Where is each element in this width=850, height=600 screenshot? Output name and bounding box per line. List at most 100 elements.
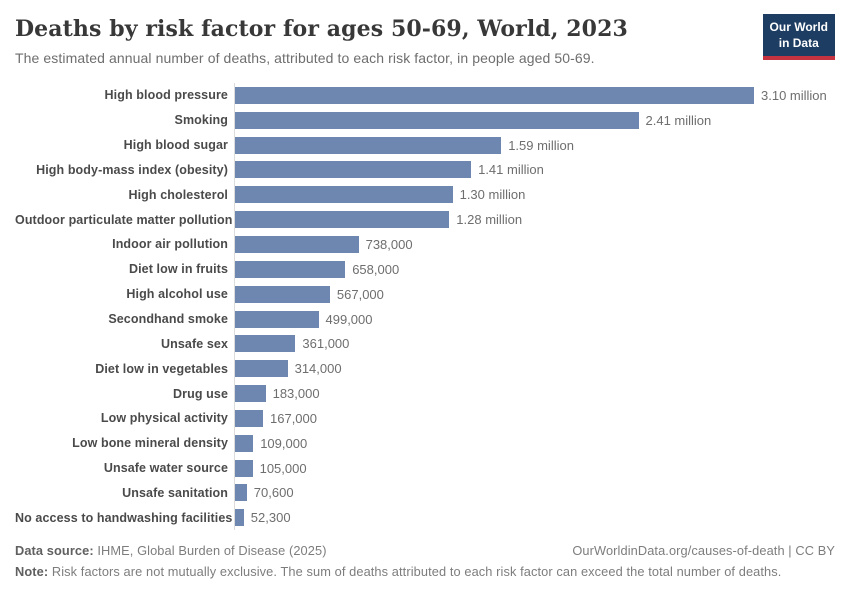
bar-area: 567,000 [234,281,835,307]
bar[interactable] [235,186,453,204]
bar-row: Diet low in vegetables 314,000 [15,356,835,382]
bar-area: 361,000 [234,331,835,357]
value-label: 167,000 [270,410,317,426]
value-label: 1.59 million [508,137,574,153]
bar-row: High cholesterol 1.30 million [15,182,835,208]
bar[interactable] [235,484,247,502]
bar-area: 167,000 [234,405,835,431]
bar[interactable] [235,235,359,253]
bar[interactable] [235,385,266,403]
category-label: Unsafe water source [103,461,228,476]
bar-area: 109,000 [234,430,835,456]
bar[interactable] [235,459,253,477]
category-label: Low physical activity [100,411,228,426]
bar-area: 70,600 [234,480,835,506]
bar[interactable] [235,285,330,303]
bar[interactable] [235,136,502,154]
bar-row: High blood pressure 3.10 million [15,83,835,108]
value-label: 70,600 [253,485,294,501]
chart-subtitle: The estimated annual number of deaths, a… [15,50,595,66]
value-label: 567,000 [336,286,384,302]
data-source-label: Data source: [15,543,94,559]
value-label: 1.41 million [478,162,544,178]
category-label: High body-mass index (obesity) [36,162,228,177]
category-label: Smoking [174,113,228,128]
bar-row: Low physical activity 167,000 [15,405,835,431]
category-label: Diet low in vegetables [95,361,228,376]
data-source-text: IHME, Global Burden of Disease (2025) [93,543,327,559]
value-label: 1.30 million [459,187,526,203]
value-label: 183,000 [272,386,320,402]
bar-row: Indoor air pollution 738,000 [15,232,835,257]
bar[interactable] [235,434,254,452]
bar-row: Unsafe sex 361,000 [15,331,835,357]
bar-chart: High blood pressure 3.10 million Smoking… [15,83,835,531]
bar[interactable] [235,360,288,378]
footer-top-line: Data source: IHME, Global Burden of Dise… [15,543,835,558]
bar-row: Smoking 2.41 million [15,107,835,133]
category-label: High cholesterol [128,187,228,202]
bar-row: Diet low in fruits 658,000 [15,256,835,282]
bar-area: 738,000 [234,232,835,257]
category-label: High blood pressure [104,88,228,103]
bar[interactable] [235,211,450,229]
bar[interactable] [235,509,244,527]
bar-row: Unsafe sanitation 70,600 [15,480,835,506]
category-label: Outdoor particulate matter pollution [15,212,233,227]
value-label: 658,000 [352,261,400,277]
chart-footer: Data source: IHME, Global Burden of Dise… [15,543,835,579]
bar-area: 1.28 million [234,207,835,233]
note-label: Note: [15,564,49,580]
value-label: 109,000 [260,435,308,451]
bar[interactable] [235,260,346,278]
bar-row: High alcohol use 567,000 [15,281,835,307]
bar-area: 658,000 [234,256,835,282]
bar-area: 2.41 million [234,107,835,133]
header-text: Deaths by risk factor for ages 50-69, Wo… [15,12,628,66]
bar[interactable] [235,310,319,328]
category-label: Unsafe sanitation [122,485,228,500]
chart-title: Deaths by risk factor for ages 50-69, Wo… [15,16,628,42]
attribution: OurWorldinData.org/causes-of-death | CC … [572,543,835,559]
value-label: 52,300 [250,510,291,526]
owid-logo-line1: Our World [769,20,828,34]
value-label: 105,000 [259,460,307,476]
bar-area: 1.41 million [234,157,835,183]
bar[interactable] [235,161,472,179]
bar-row: No access to handwashing facilities 52,3… [15,505,835,531]
bar-area: 3.10 million [234,83,835,108]
bar-row: High blood sugar 1.59 million [15,132,835,158]
note-text: Risk factors are not mutually exclusive.… [48,564,782,580]
note: Note: Risk factors are not mutually excl… [15,564,835,579]
bar-area: 1.59 million [234,132,835,158]
bar-row: Low bone mineral density 109,000 [15,430,835,456]
category-label: Secondhand smoke [108,312,228,327]
bar-row: Unsafe water source 105,000 [15,455,835,481]
bar-row: Outdoor particulate matter pollution 1.2… [15,207,835,233]
bar[interactable] [235,86,754,104]
bar[interactable] [235,335,296,353]
value-label: 1.28 million [456,212,523,228]
category-label: Diet low in fruits [128,262,228,277]
bar-area: 1.30 million [234,182,835,208]
category-label: High blood sugar [123,138,228,153]
value-label: 499,000 [325,311,373,327]
owid-logo-line2: in Data [778,35,819,50]
bar-area: 105,000 [234,455,835,481]
value-label: 3.10 million [761,87,827,103]
category-label: Indoor air pollution [112,237,228,252]
value-label: 2.41 million [645,112,712,128]
value-label: 314,000 [294,361,342,377]
bar-area: 314,000 [234,356,835,382]
bar-row: High body-mass index (obesity) 1.41 mill… [15,157,835,183]
bar[interactable] [235,409,263,427]
chart-header: Deaths by risk factor for ages 50-69, Wo… [15,12,835,66]
category-label: Drug use [173,386,228,401]
category-label: Low bone mineral density [72,436,228,451]
category-label: Unsafe sex [160,336,228,351]
category-label: No access to handwashing facilities [15,510,233,525]
bar-row: Secondhand smoke 499,000 [15,306,835,332]
category-label: High alcohol use [126,287,228,302]
bar[interactable] [235,111,639,129]
